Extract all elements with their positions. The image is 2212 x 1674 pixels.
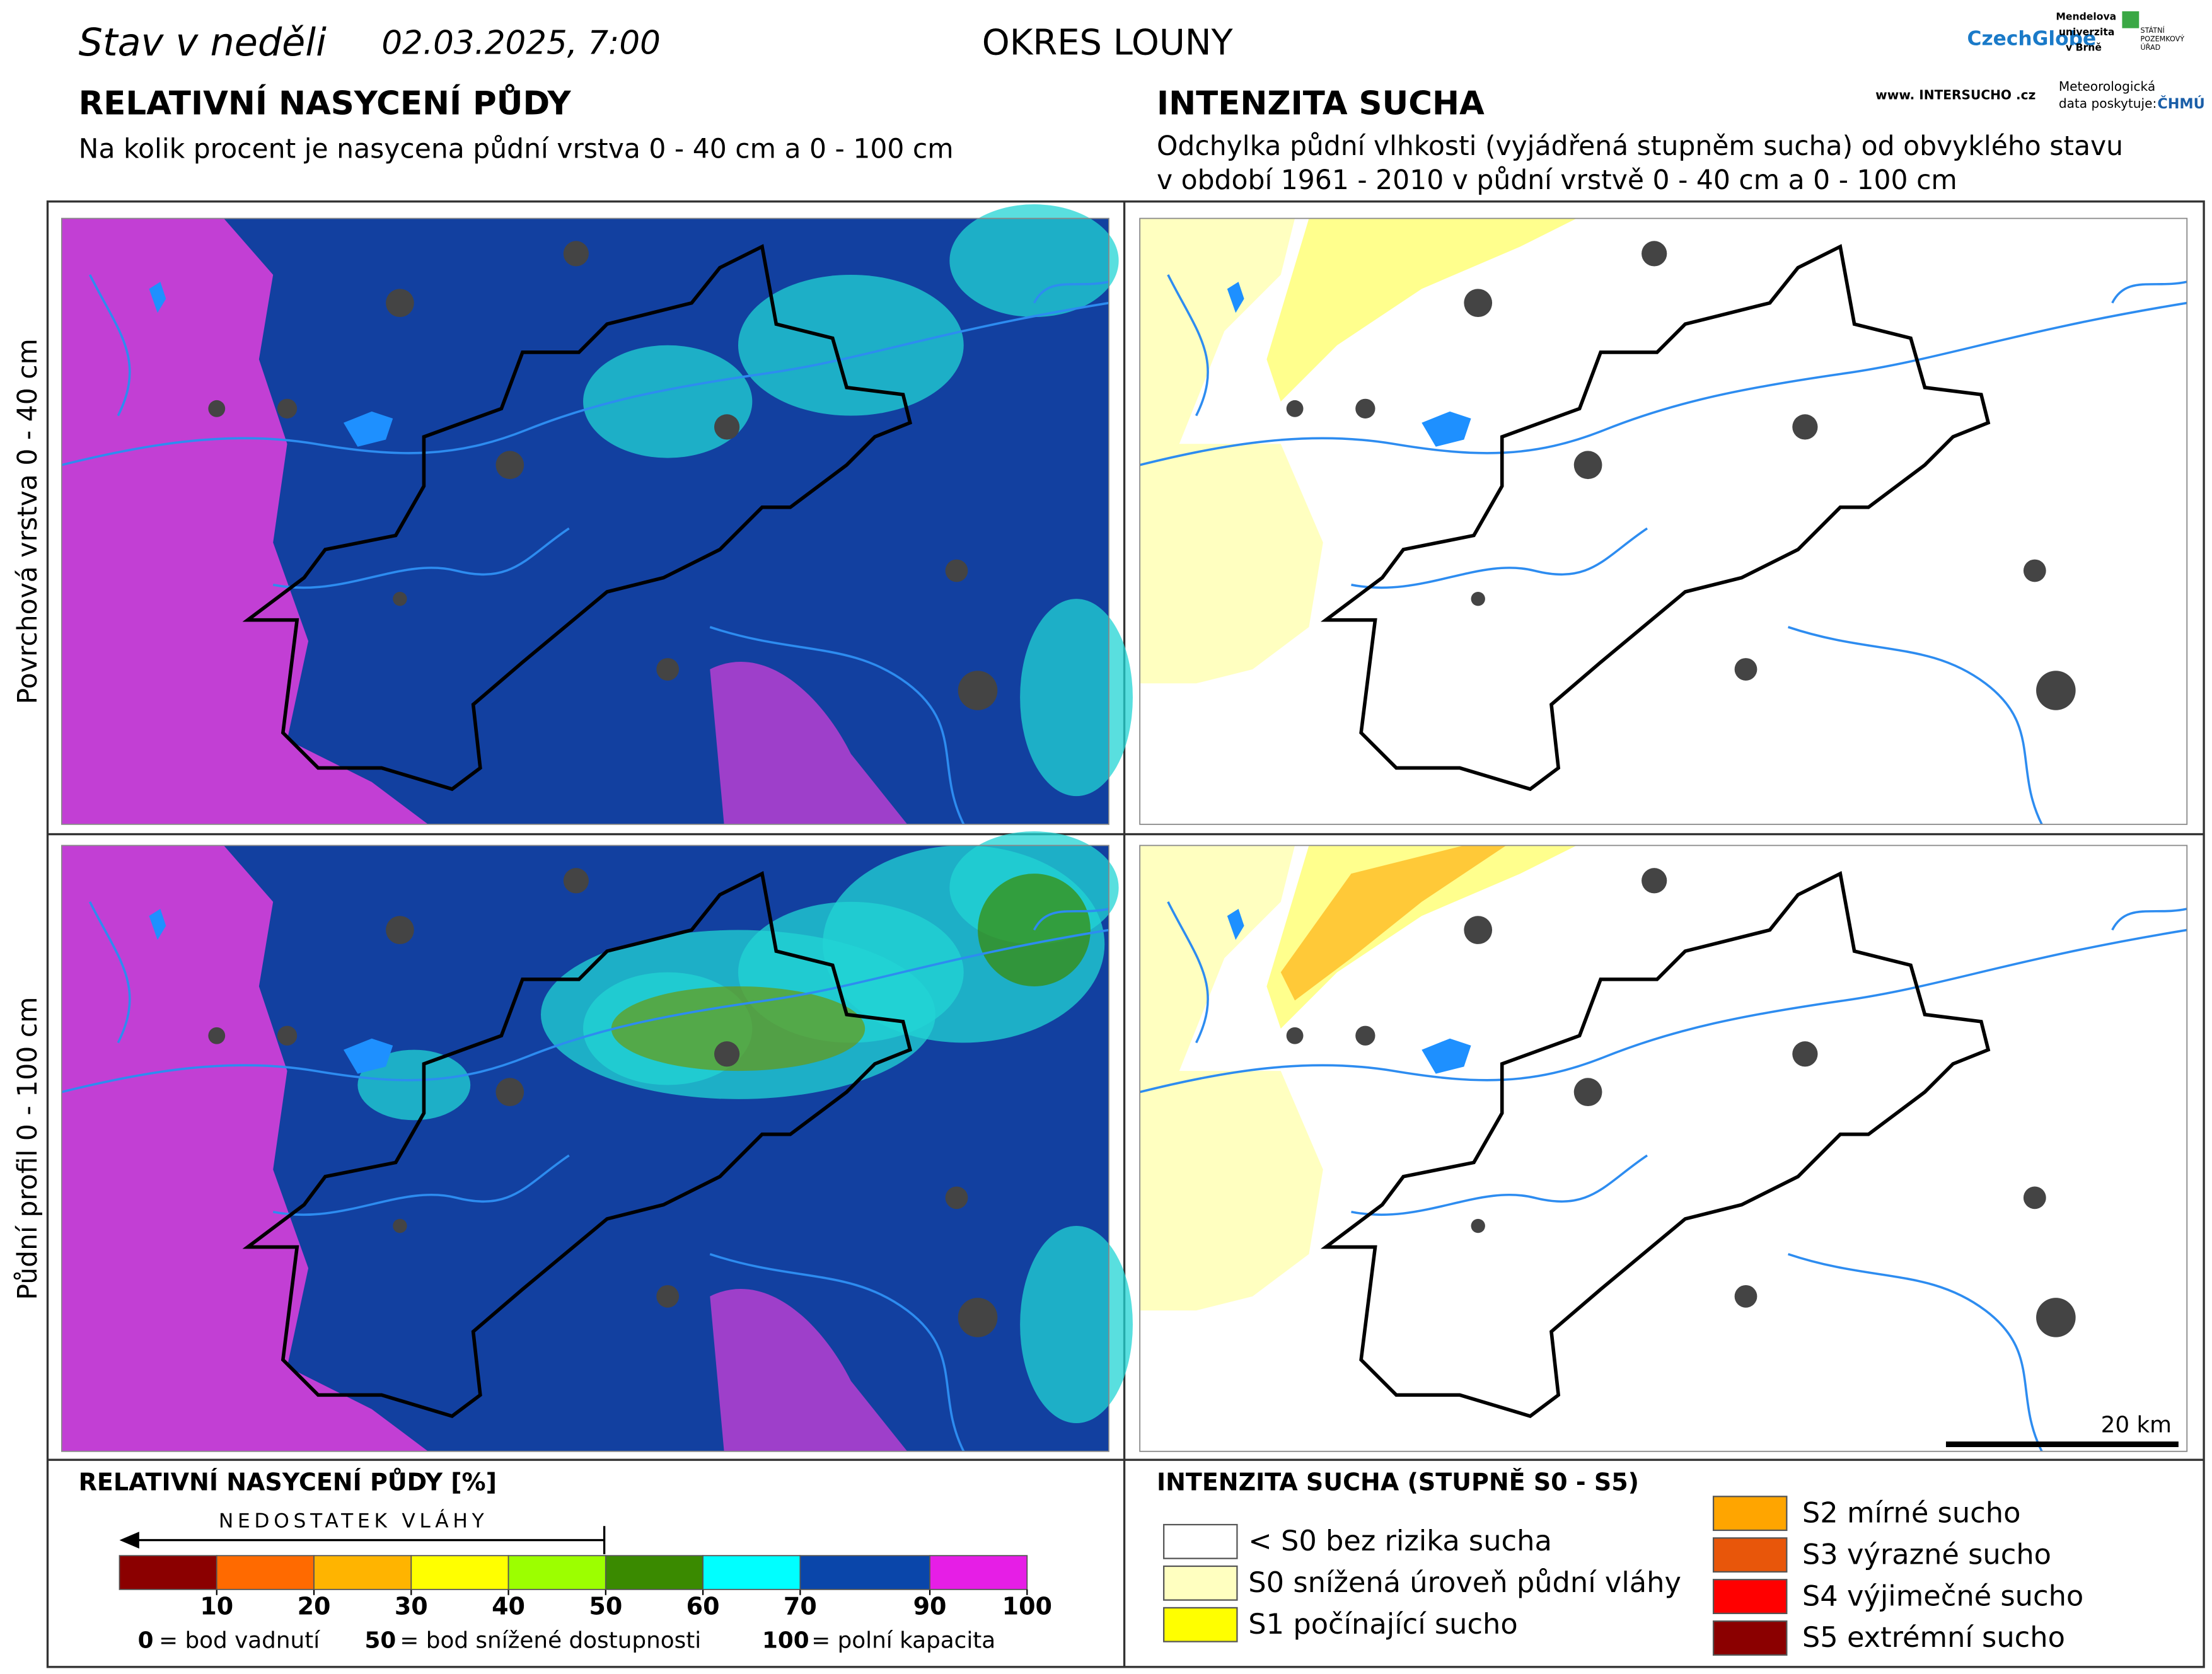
map-moist-area xyxy=(611,986,866,1071)
map-border xyxy=(1139,217,2188,825)
legend-label: S0 snížená úroveň půdní vláhy xyxy=(1248,1566,1681,1599)
map-border xyxy=(1139,845,2188,1452)
colorbar-swatch xyxy=(929,1555,1028,1590)
maps xyxy=(61,204,2189,1453)
colorbar-tick-label: 30 xyxy=(395,1592,428,1620)
map-wet-area xyxy=(357,1049,471,1121)
map-dry-area xyxy=(61,218,429,824)
logo-mendelu: univerzita xyxy=(2059,26,2115,38)
panel-subtitle: v období 1961 - 2010 v půdní vrstvě 0 - … xyxy=(1157,165,1957,196)
logo-intersucho: www. INTERSUCHO .cz xyxy=(1875,88,2035,103)
map-dry-area xyxy=(61,845,429,1452)
colorbar-swatch xyxy=(119,1555,217,1590)
legend-swatch xyxy=(1712,1620,1788,1656)
map-wet-area xyxy=(1020,1226,1133,1424)
colorbar-tick-label: 60 xyxy=(686,1592,720,1620)
header-title: Stav v neděli xyxy=(79,21,327,65)
colorbar-swatch xyxy=(799,1555,930,1590)
map-border xyxy=(61,845,1109,1452)
map-dry-area xyxy=(710,662,908,824)
colorbar-swatch xyxy=(605,1555,704,1590)
map-s0-area xyxy=(1140,218,1295,500)
map-s1-area xyxy=(1280,845,1507,1001)
panel-title: RELATIVNÍ NASYCENÍ PŮDY xyxy=(79,84,572,123)
colorbar-tick-label: 20 xyxy=(298,1592,331,1620)
colorbar-tick-label: 100 xyxy=(1002,1592,1052,1620)
logo-czechglobe: CzechGlobe xyxy=(1967,28,2097,50)
colorbar-tick-label: 50 xyxy=(589,1592,622,1620)
map xyxy=(1138,217,2189,826)
logo-mendelu: v Brně xyxy=(2066,42,2102,54)
panel-subtitle: Na kolik procent je nasycena půdní vrstv… xyxy=(79,134,954,165)
header-region: OKRES LOUNY xyxy=(982,23,1234,64)
colorbar-swatch xyxy=(702,1555,801,1590)
legend-label: S5 extrémní sucho xyxy=(1802,1620,2065,1654)
logo-mendelu: Mendelova xyxy=(2056,10,2116,22)
legend-label: S3 výrazné sucho xyxy=(1802,1537,2051,1571)
logo-chmu: ČHMÚ xyxy=(2157,95,2204,112)
map-wet-area xyxy=(949,204,1119,318)
colorbar-tick-label: 90 xyxy=(913,1592,947,1620)
map-s0-area xyxy=(1140,444,1323,684)
arrow-head xyxy=(119,1532,139,1549)
logo-meteo: data poskytuje: xyxy=(2059,96,2157,111)
colorbar-tick-label: 40 xyxy=(492,1592,525,1620)
map xyxy=(61,831,1133,1453)
note-value: 0 xyxy=(138,1628,154,1654)
colorbar-tick-label: 70 xyxy=(784,1592,817,1620)
drought-legend: < S0 bez rizika sucha S0 snížená úroveň p… xyxy=(1163,1496,2083,1656)
logo-spu: STÁTNÍ xyxy=(2140,26,2164,35)
legend-swatch xyxy=(1163,1523,1238,1559)
scale-label: 20 km xyxy=(2101,1412,2172,1438)
legend-title: INTENZITA SUCHA (STUPNĚ S0 - S5) xyxy=(1157,1469,1639,1496)
colorbar-swatch xyxy=(216,1555,315,1590)
logo-spu-mark xyxy=(2122,11,2140,28)
map-s0-area xyxy=(1266,218,1577,402)
note-value: 100 xyxy=(762,1628,809,1654)
note-text: = polní kapacita xyxy=(811,1628,995,1654)
header-date: 02.03.2025, 7:00 xyxy=(381,25,660,62)
legend-label: < S0 bez rizika sucha xyxy=(1248,1524,1552,1557)
legend-title: RELATIVNÍ NASYCENÍ PŮDY [%] xyxy=(79,1469,497,1496)
row-label: Půdní profil 0 - 100 cm xyxy=(13,997,43,1300)
note-text: = bod snížené dostupnosti xyxy=(400,1628,701,1654)
legend-swatch xyxy=(1163,1565,1238,1601)
colorbar-swatch xyxy=(410,1555,509,1590)
legend-label: S4 výjimečné sucho xyxy=(1802,1579,2083,1612)
legend-swatch xyxy=(1712,1579,1788,1614)
colorbar-tick-label: 10 xyxy=(200,1592,233,1620)
map xyxy=(1138,845,2189,1453)
logo-meteo: Meteorologická xyxy=(2059,79,2155,94)
row-label: Povrchová vrstva 0 - 40 cm xyxy=(13,338,43,704)
arrow-label: NEDOSTATEK VLÁHY xyxy=(219,1509,489,1533)
note-text: = bod vadnutí xyxy=(159,1628,320,1654)
legend-swatch xyxy=(1712,1537,1788,1573)
logo-spu: ÚŘAD xyxy=(2140,43,2160,52)
map-wet-area xyxy=(1020,599,1133,797)
legend-label: S1 počínající sucho xyxy=(1248,1607,1517,1641)
map-s0-area xyxy=(1140,845,1295,1128)
map-dry-area xyxy=(710,1288,908,1452)
frame xyxy=(46,200,2205,1668)
map-border xyxy=(61,217,1109,825)
map xyxy=(61,204,1133,826)
colorbar-swatch xyxy=(507,1555,606,1590)
panel-subtitle: Odchylka půdní vlhkosti (vyjádřená stupn… xyxy=(1157,131,2123,162)
map-wet-area xyxy=(738,274,964,416)
panel-title: INTENZITA SUCHA xyxy=(1157,85,1485,123)
legend-swatch xyxy=(1712,1496,1788,1532)
logo-spu: POZEMKOVÝ xyxy=(2140,35,2184,43)
legend-label: S2 mírné sucho xyxy=(1802,1496,2021,1529)
note-value: 50 xyxy=(365,1628,397,1654)
colorbar-swatch xyxy=(313,1555,412,1590)
map-wet-area xyxy=(583,345,753,458)
map-s0-area xyxy=(1140,1071,1323,1311)
legend-swatch xyxy=(1163,1607,1238,1642)
